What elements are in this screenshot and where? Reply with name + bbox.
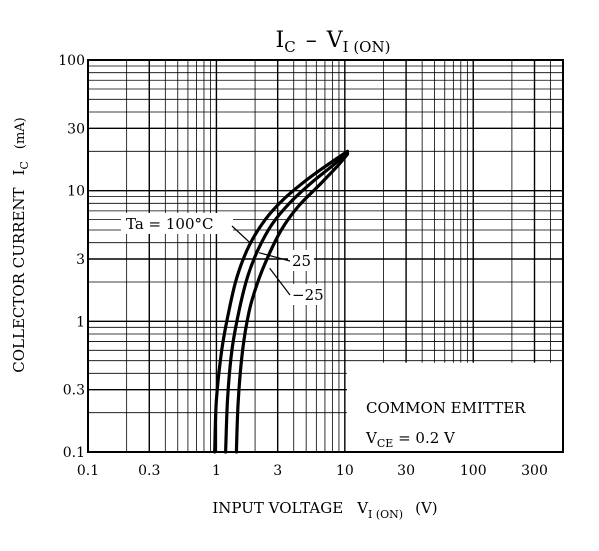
y-axis-subscript: C — [18, 161, 31, 169]
x-axis-unit: (V) — [415, 499, 438, 517]
y-tick-label: 1 — [76, 314, 85, 330]
series-label-leader — [269, 267, 291, 296]
y-tick-label: 0.1 — [63, 445, 85, 461]
x-tick-label: 30 — [397, 463, 415, 479]
annotation-line-1: COMMON EMITTER — [366, 399, 526, 417]
title-dash: – — [306, 28, 317, 53]
y-axis-unit: (mA) — [13, 117, 28, 149]
series-label-background — [288, 250, 314, 271]
series-label-leader — [231, 225, 252, 244]
title-subscript-1: C — [284, 38, 295, 56]
series-label-0: Ta = 100°C — [126, 215, 214, 233]
y-axis-label: COLLECTOR CURRENT IC (mA) — [10, 117, 31, 373]
x-axis-label: INPUT VOLTAGE VI (ON) (V) — [212, 499, 437, 521]
series-label-background — [288, 284, 322, 305]
x-axis-subscript: I (ON) — [368, 508, 403, 521]
x-tick-label: 1 — [212, 463, 221, 479]
y-tick-label: 100 — [58, 53, 85, 69]
y-tick-label: 0.3 — [63, 383, 85, 399]
y-axis-label-text: COLLECTOR CURRENT — [10, 187, 28, 372]
plot-frame — [87, 59, 564, 453]
annotation-line-2: VCE = 0.2 V — [365, 429, 456, 450]
y-tick-label: 10 — [67, 184, 85, 200]
x-tick-label: 300 — [521, 463, 548, 479]
title-symbol-2: V — [326, 28, 344, 53]
y-tick-label: 3 — [76, 252, 85, 268]
x-axis-label-text: INPUT VOLTAGE — [212, 499, 343, 517]
x-tick-label: 10 — [336, 463, 354, 479]
y-axis-symbol: I — [10, 169, 28, 175]
x-tick-label: 3 — [273, 463, 282, 479]
annotation-box-background — [346, 362, 563, 452]
x-tick-labels: 0.1 0.3 1 3 10 30 100 300 — [77, 463, 548, 479]
annotation-value: = 0.2 V — [393, 429, 456, 447]
x-tick-label: 0.1 — [77, 463, 99, 479]
x-axis-symbol: V — [356, 499, 369, 517]
annotation-subscript: CE — [377, 437, 393, 450]
series-label-2: −25 — [292, 286, 324, 304]
chart-title: IC – VI (ON) — [276, 28, 391, 56]
series-line-1 — [224, 151, 350, 454]
series-label-1: 25 — [292, 252, 311, 270]
series-label-leader — [258, 252, 291, 262]
series-label-background — [121, 213, 233, 234]
x-tick-label: 100 — [460, 463, 487, 479]
title-symbol-1: I — [276, 28, 285, 53]
x-tick-label: 0.3 — [138, 463, 160, 479]
series-labels: Ta = 100°C 25 −25 — [121, 213, 324, 305]
title-subscript-2: I (ON) — [343, 38, 391, 56]
y-tick-label: 30 — [67, 121, 85, 137]
series-line-0 — [213, 149, 350, 454]
y-tick-labels: 0.1 0.3 1 3 10 30 100 — [58, 53, 85, 461]
annotation-symbol: V — [365, 429, 378, 447]
